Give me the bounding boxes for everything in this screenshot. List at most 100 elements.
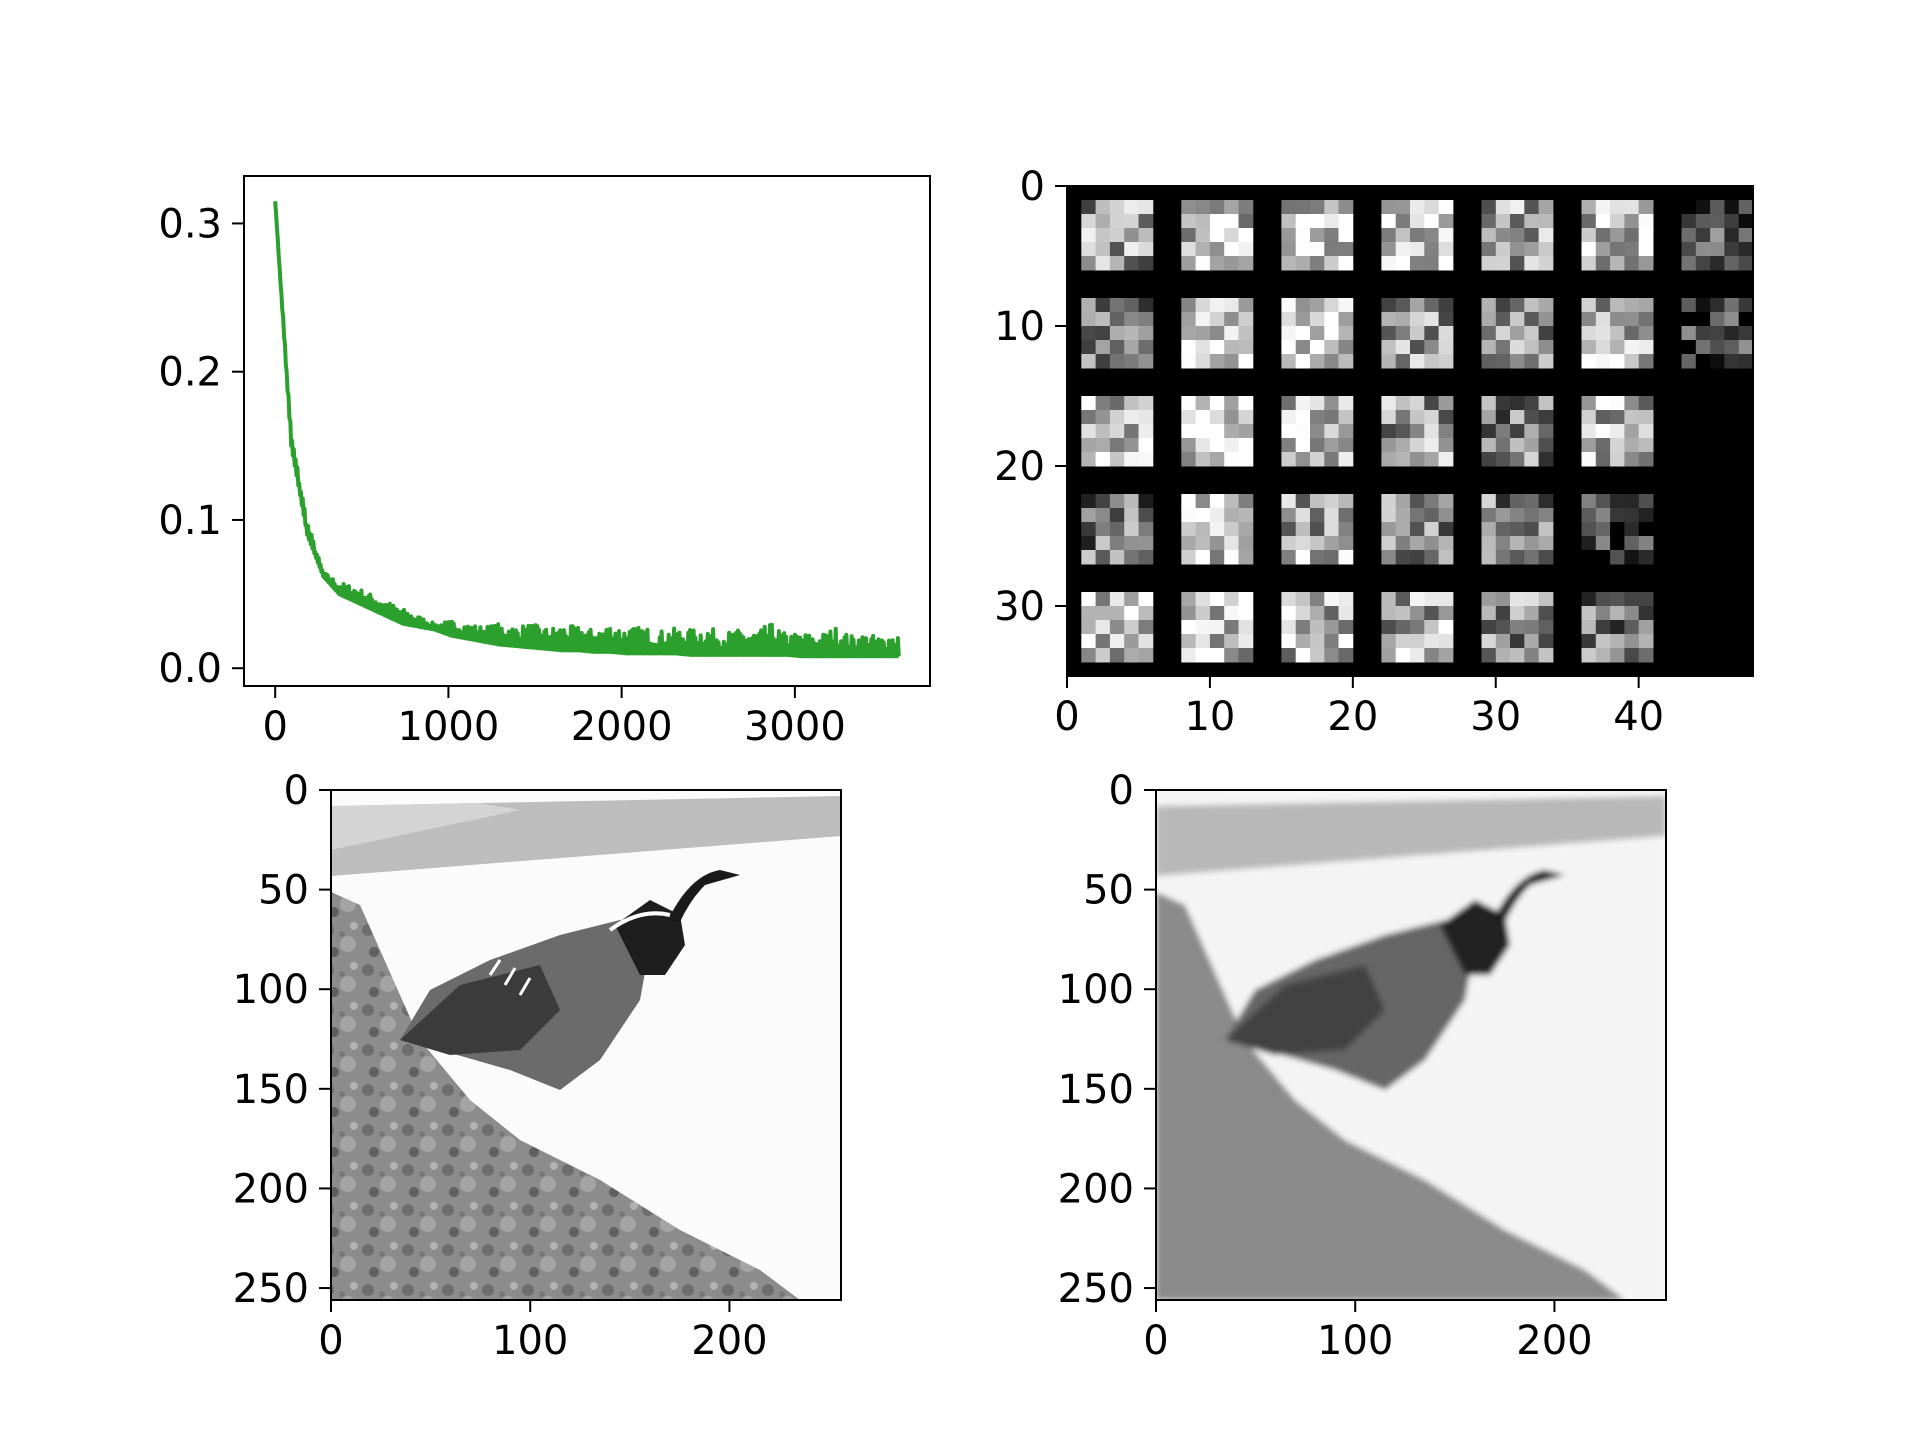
filter-tile — [1581, 396, 1654, 467]
loss-axes-frame — [243, 175, 931, 687]
original-y-tick-label: 50 — [258, 868, 309, 914]
reconstructed-y-tick-label: 50 — [1083, 868, 1134, 914]
filter-x-tick-label: 0 — [1054, 694, 1079, 740]
quail-wing — [1225, 965, 1385, 1055]
reconstructed-y-tick-label: 100 — [1058, 967, 1134, 1013]
original-y-tick-label: 100 — [233, 967, 309, 1013]
loss-chart: 0 1000 2000 3000 0.0 0.1 0.2 0.3 — [158, 175, 931, 750]
loss-x-tick-label: 2000 — [571, 704, 673, 750]
reconstructed-y-tick-label: 150 — [1058, 1067, 1134, 1113]
original-x-axis: 0 100 200 — [318, 1300, 768, 1364]
filter-tile — [1181, 298, 1254, 369]
reconstructed-axes-frame — [1155, 789, 1667, 1301]
reconstructed-image-chart: 0 100 200 0 50 100 150 200 250 — [1058, 768, 1667, 1364]
loss-x-axis: 0 1000 2000 3000 — [262, 686, 846, 750]
loss-x-tick-label: 0 — [262, 704, 287, 750]
filter-x-axis: 0 10 20 30 40 — [1054, 676, 1664, 740]
filter-tile — [1281, 298, 1354, 369]
quail-head — [1440, 900, 1510, 975]
top-bar — [1156, 796, 1666, 876]
loss-line — [273, 201, 901, 659]
filter-tile — [1181, 494, 1254, 565]
rock — [331, 892, 800, 1300]
loss-y-tick-label: 0.1 — [158, 498, 222, 544]
quail-face-stripe — [608, 911, 671, 932]
filter-tile — [1081, 200, 1154, 271]
filter-tile — [1481, 396, 1554, 467]
filter-tile — [1381, 592, 1454, 663]
filter-grid-chart: 0 10 20 30 40 0 10 20 30 — [994, 164, 1754, 740]
loss-y-tick-label: 0.0 — [158, 646, 222, 692]
filter-y-tick-label: 20 — [994, 444, 1045, 490]
original-x-tick-label: 200 — [691, 1318, 767, 1364]
filter-tile — [1481, 592, 1554, 663]
reconstructed-image — [1156, 790, 1666, 1300]
filter-tile — [1281, 592, 1354, 663]
loss-x-tick-label: 3000 — [744, 704, 846, 750]
original-y-tick-label: 0 — [284, 768, 309, 814]
original-x-tick-label: 0 — [318, 1318, 343, 1364]
original-axes-frame — [330, 789, 842, 1301]
loss-y-axis: 0.0 0.1 0.2 0.3 — [158, 201, 244, 692]
filter-tile — [1581, 592, 1654, 663]
reconstructed-x-tick-label: 200 — [1516, 1318, 1592, 1364]
quail-plume — [668, 870, 740, 922]
filter-tile — [1581, 494, 1654, 565]
reconstructed-x-axis: 0 100 200 — [1143, 1300, 1593, 1364]
reconstructed-y-axis: 0 50 100 150 200 250 — [1058, 768, 1156, 1312]
filter-tile — [1081, 298, 1154, 369]
rock — [1156, 892, 1625, 1300]
reconstructed-x-tick-label: 100 — [1317, 1318, 1393, 1364]
original-image-chart: 0 100 200 0 50 100 150 200 250 — [233, 768, 842, 1364]
top-bar-highlight — [331, 803, 520, 850]
filter-tile — [1381, 200, 1454, 271]
filter-tile — [1281, 396, 1354, 467]
filter-tile — [1381, 298, 1454, 369]
filter-y-axis: 0 10 20 30 — [994, 164, 1067, 630]
original-y-tick-label: 150 — [233, 1067, 309, 1113]
filter-tile — [1481, 200, 1554, 271]
original-y-axis: 0 50 100 150 200 250 — [233, 768, 331, 1312]
loss-y-tick-label: 0.3 — [158, 201, 222, 247]
filter-tile — [1381, 396, 1454, 467]
filter-y-tick-label: 30 — [994, 584, 1045, 630]
quail-plume — [1493, 870, 1565, 922]
filter-tile — [1581, 298, 1654, 369]
original-y-tick-label: 250 — [233, 1266, 309, 1312]
quail-wing — [400, 965, 560, 1055]
filter-tile — [1681, 298, 1754, 369]
reconstructed-x-tick-label: 0 — [1143, 1318, 1168, 1364]
filter-y-tick-label: 0 — [1020, 164, 1045, 210]
filter-tile — [1481, 494, 1554, 565]
filter-tile — [1481, 298, 1554, 369]
filter-x-tick-label: 20 — [1327, 694, 1378, 740]
filter-tile — [1181, 592, 1254, 663]
filter-y-tick-label: 10 — [994, 304, 1045, 350]
filter-tile — [1081, 494, 1154, 565]
filter-tile — [1081, 396, 1154, 467]
reconstructed-y-tick-label: 200 — [1058, 1166, 1134, 1212]
original-y-tick-label: 200 — [233, 1166, 309, 1212]
loss-x-tick-label: 1000 — [398, 704, 500, 750]
filter-tile — [1281, 200, 1354, 271]
filter-tile — [1181, 396, 1254, 467]
filter-x-tick-label: 30 — [1470, 694, 1521, 740]
filter-tile — [1181, 200, 1254, 271]
quail-wing-marks — [488, 959, 532, 996]
reconstructed-y-tick-label: 0 — [1109, 768, 1134, 814]
filter-tile — [1081, 592, 1154, 663]
filter-tile — [1681, 200, 1754, 271]
filter-tile — [1581, 200, 1654, 271]
filter-x-tick-label: 40 — [1613, 694, 1664, 740]
original-x-tick-label: 100 — [492, 1318, 568, 1364]
loss-plot-area — [273, 201, 901, 659]
reconstructed-y-tick-label: 250 — [1058, 1266, 1134, 1312]
filter-tile — [1281, 494, 1354, 565]
filter-axes-frame — [1066, 185, 1754, 677]
original-image — [331, 790, 841, 1300]
filter-tiles — [1081, 200, 1754, 663]
filter-tile — [1381, 494, 1454, 565]
loss-y-tick-label: 0.2 — [158, 350, 222, 396]
filter-x-tick-label: 10 — [1184, 694, 1235, 740]
